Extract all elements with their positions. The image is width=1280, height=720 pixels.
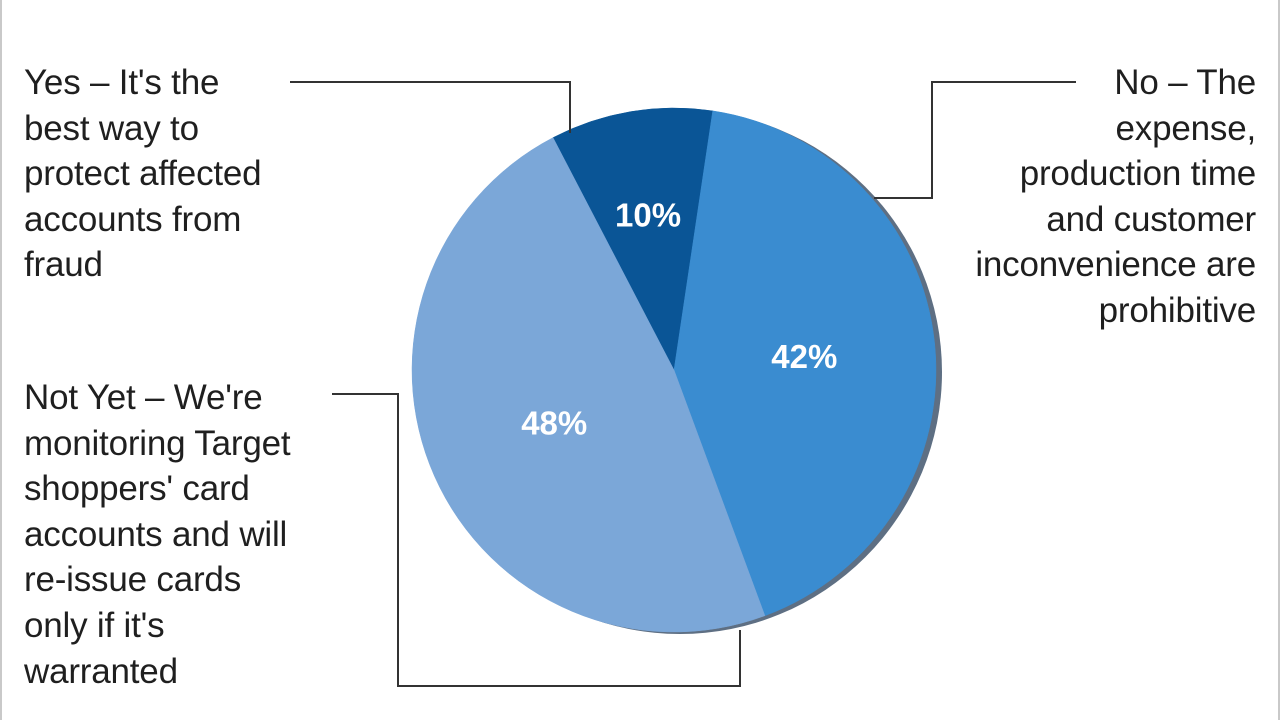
slice-label-line: protect affected [24,154,262,194]
slice-label-line: accounts and will [24,514,288,554]
slice-label-not-yet: Not Yet – We're monitoring Target shoppers… [24,375,291,694]
slice-not-yet [673,110,937,617]
pct-label-yes: 48% [521,405,587,442]
slice-label-line: fraud [24,245,103,285]
slice-label-line: Not Yet – We're [24,378,263,417]
slice-label-line: accounts from [24,199,242,239]
pct-label-no: 10% [615,196,681,233]
slice-label-line: warranted [24,651,178,691]
slice-label-yes: Yes – It's the best way to protect affecte… [24,60,262,288]
slice-label-line: shoppers' card [24,469,250,509]
slice-label-line: No – The [1114,63,1256,102]
leader-line-no [874,81,1076,199]
slice-label-no: No – The expense, production time and custo… [975,60,1256,334]
leader-line-not-yet [332,393,741,687]
slice-label-line: and customer [1046,199,1256,239]
slice-label-line: only if it's [24,605,165,645]
leader-line-yes [290,81,571,133]
slice-label-line: best way to [24,108,199,148]
slice-label-line: production time [1019,154,1256,194]
slice-label-line: Yes – It's the [24,63,220,102]
slice-label-line: monitoring Target [24,423,291,463]
pct-label-not-yet: 42% [771,338,837,375]
slice-label-line: prohibitive [1098,290,1257,330]
slice-label-line: re-issue cards [24,560,241,600]
slice-yes [411,137,766,633]
slice-no [552,107,714,371]
slice-label-line: expense, [1115,108,1257,148]
slice-label-line: inconvenience are [975,245,1256,285]
